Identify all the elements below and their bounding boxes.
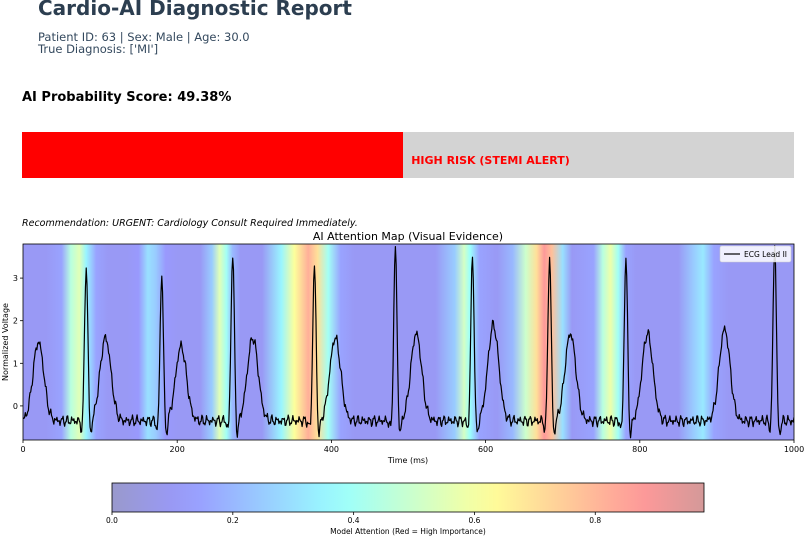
colorbar-ticks: 0.0 0.2 0.4 0.6 0.8 bbox=[106, 512, 601, 525]
y-axis-label: Normalized Voltage bbox=[1, 303, 10, 381]
risk-probability-bar bbox=[22, 132, 794, 178]
attention-heatmap-background bbox=[23, 244, 794, 440]
recommendation-text: Recommendation: URGENT: Cardiology Consu… bbox=[22, 218, 358, 229]
probability-score-heading: AI Probability Score: 49.38% bbox=[22, 90, 232, 105]
x-axis-label: Time (ms) bbox=[387, 456, 428, 465]
x-tick-label: 600 bbox=[478, 445, 493, 454]
ecg-lead-ii-line bbox=[23, 245, 794, 439]
colorbar bbox=[111, 482, 705, 513]
true-diagnosis: True Diagnosis: ['MI'] bbox=[38, 42, 159, 56]
x-tick-label: 800 bbox=[632, 445, 647, 454]
x-tick-label: 1000 bbox=[784, 445, 804, 454]
y-axis-ticks: 0 1 2 3 bbox=[13, 274, 23, 411]
risk-level-label: HIGH RISK (STEMI ALERT) bbox=[411, 154, 570, 167]
colorbar-tick-label: 0.4 bbox=[348, 516, 360, 525]
x-tick-label: 200 bbox=[170, 445, 185, 454]
y-tick-label: 0 bbox=[13, 402, 18, 411]
chart-title: AI Attention Map (Visual Evidence) bbox=[313, 230, 503, 243]
y-tick-label: 2 bbox=[13, 317, 18, 326]
x-axis-ticks: 0 200 400 600 800 1000 bbox=[20, 440, 804, 454]
patient-info: Patient ID: 63 | Sex: Male | Age: 30.0 bbox=[38, 30, 250, 44]
plot-frame bbox=[22, 243, 795, 441]
legend: ECG Lead II bbox=[719, 245, 792, 263]
colorbar-label: Model Attention (Red = High Importance) bbox=[330, 527, 486, 536]
colorbar-tick-label: 0.8 bbox=[589, 516, 601, 525]
x-tick-label: 400 bbox=[324, 445, 339, 454]
x-tick-label: 0 bbox=[20, 445, 25, 454]
colorbar-tick-label: 0.0 bbox=[106, 516, 118, 525]
y-tick-label: 3 bbox=[13, 274, 18, 283]
colorbar-tick-label: 0.6 bbox=[468, 516, 480, 525]
y-tick-label: 1 bbox=[13, 359, 18, 368]
colorbar-tick-label: 0.2 bbox=[227, 516, 239, 525]
risk-probability-fill bbox=[22, 132, 404, 178]
legend-box bbox=[719, 245, 792, 263]
legend-label: ECG Lead II bbox=[744, 250, 787, 259]
report-title: Cardio-AI Diagnostic Report bbox=[38, 0, 352, 20]
